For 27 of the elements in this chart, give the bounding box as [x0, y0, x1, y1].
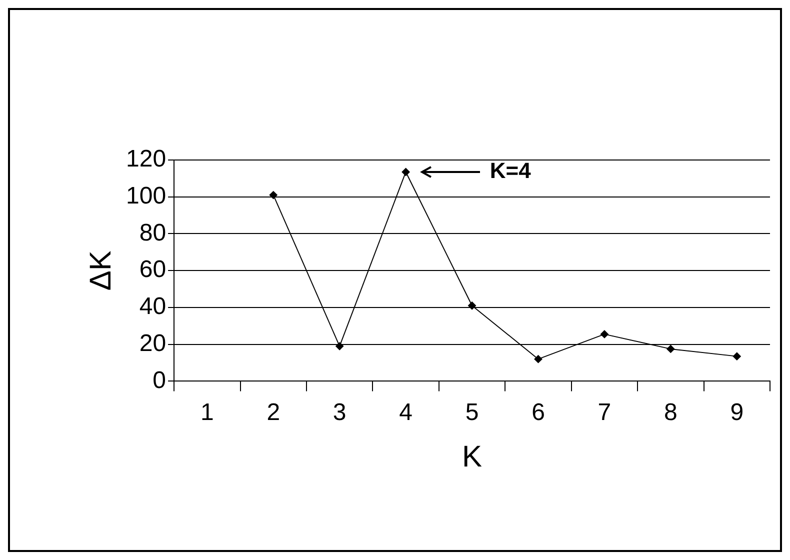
x-tick-label: 2 [266, 399, 280, 426]
point [336, 342, 344, 350]
y-tick-label: 120 [126, 146, 166, 173]
y-axis-title: ΔK [84, 250, 118, 291]
annotation: K=4 [490, 158, 532, 184]
point [732, 352, 741, 360]
x-tick-label: 4 [399, 399, 412, 426]
point [666, 344, 675, 353]
point [600, 330, 608, 338]
point [269, 191, 278, 200]
point [468, 302, 476, 310]
point [534, 355, 542, 364]
y-tick-label: 0 [152, 366, 166, 394]
x-tick-label: 5 [465, 399, 479, 426]
y-tick-label: 80 [139, 219, 166, 246]
x-tick-label: 3 [332, 399, 346, 426]
point [402, 168, 410, 176]
y-tick-label: 60 [139, 256, 166, 284]
x-axis-title: K [462, 440, 482, 474]
x-tick-label: 9 [730, 399, 744, 426]
x-tick-label: 8 [664, 399, 678, 426]
y-tick-label: 20 [139, 330, 166, 357]
x-tick-label: 7 [598, 399, 612, 426]
y-tick-label: 40 [139, 293, 166, 320]
x-tick-label: 1 [200, 399, 214, 426]
y-tick-label: 100 [126, 182, 166, 210]
x-tick-label: 6 [532, 399, 545, 426]
